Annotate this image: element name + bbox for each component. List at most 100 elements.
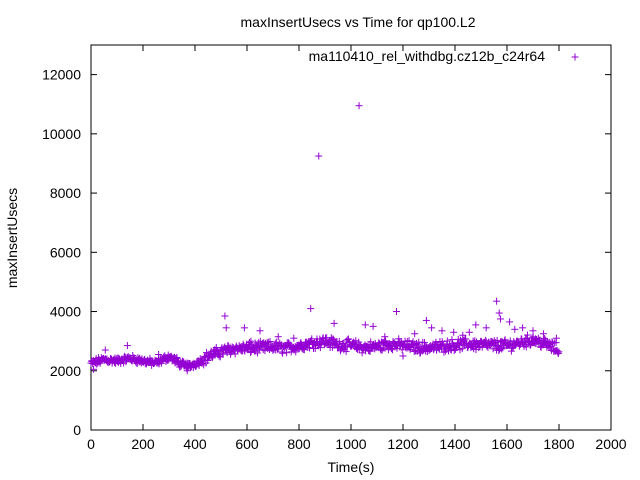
data-point [352, 337, 360, 345]
data-point [352, 344, 360, 352]
data-point [422, 316, 430, 324]
data-point [330, 319, 338, 327]
data-point [101, 346, 109, 354]
axes: 0 200 400 600 800 1000 1200 1400 1600 1800 2000 0 20… [42, 45, 627, 452]
data-point [393, 308, 400, 316]
data-point [290, 334, 298, 342]
data-point [122, 358, 130, 366]
data-point [266, 337, 274, 345]
data-point [194, 360, 202, 368]
data-point [497, 315, 504, 323]
y-tick-label: 12000 [42, 67, 81, 83]
data-point [199, 357, 207, 365]
data-point [489, 345, 497, 353]
data-point [247, 337, 255, 345]
data-point [506, 340, 514, 348]
legend: ma110410_rel_withdbg.cz12b_c24r64 [309, 48, 579, 64]
x-tick-label: 1600 [491, 436, 522, 452]
data-point [542, 336, 550, 344]
data-point [498, 345, 506, 353]
data-point [472, 321, 480, 329]
data-point [203, 349, 211, 357]
y-tick-label: 4000 [50, 304, 81, 320]
data-point [448, 336, 456, 344]
x-tick-label: 200 [131, 436, 155, 452]
x-tick-label: 400 [183, 436, 207, 452]
data-point [221, 312, 229, 320]
data-point [253, 349, 261, 357]
data-point [90, 365, 98, 373]
y-tick-label: 10000 [42, 126, 81, 142]
data-point [439, 341, 447, 349]
data-point [529, 327, 537, 335]
data-point [315, 152, 323, 160]
data-point [406, 345, 414, 353]
data-point [282, 343, 290, 351]
data-point [219, 350, 227, 358]
data-point [278, 348, 286, 356]
data-point [399, 352, 407, 360]
data-point [405, 337, 413, 345]
data-point [507, 347, 515, 355]
data-point [450, 328, 458, 336]
data-point [114, 354, 122, 362]
data-point [162, 357, 170, 365]
data-point [306, 344, 314, 352]
data-point [274, 333, 282, 341]
data-point [344, 335, 352, 343]
x-axis-label: Time(s) [328, 459, 375, 475]
x-tick-label: 1000 [335, 436, 366, 452]
x-tick-label: 2000 [595, 436, 626, 452]
y-tick-label: 8000 [50, 185, 81, 201]
y-tick-label: 0 [73, 422, 81, 438]
data-point [279, 349, 287, 357]
data-point [316, 344, 324, 352]
data-point [528, 334, 536, 342]
data-point [554, 350, 562, 358]
data-point [388, 346, 396, 354]
data-point [482, 324, 490, 332]
data-point [307, 305, 315, 313]
chart-title: maxInsertUsecs vs Time for qp100.L2 [241, 14, 476, 30]
data-point [361, 321, 369, 329]
x-tick-label: 1800 [543, 436, 574, 452]
data-point [539, 330, 547, 338]
data-point [462, 335, 470, 343]
data-point [381, 333, 389, 341]
legend-marker-plus [571, 53, 579, 61]
y-tick-label: 6000 [50, 244, 81, 260]
data-point [342, 347, 350, 355]
data-point [501, 336, 509, 344]
data-point [411, 330, 419, 338]
data-point [407, 344, 415, 352]
data-point [443, 337, 451, 345]
data-point [177, 363, 185, 371]
data-point [264, 338, 272, 346]
data-point [468, 343, 476, 351]
data-point [428, 324, 436, 332]
data-point [523, 331, 531, 339]
data-point [283, 349, 291, 357]
data-point [369, 322, 377, 330]
data-point [183, 367, 191, 375]
data-point [459, 331, 467, 339]
data-point [493, 297, 501, 305]
y-tick-label: 2000 [50, 363, 81, 379]
data-point [511, 325, 519, 333]
data-point [541, 335, 549, 343]
data-point [296, 340, 304, 348]
data-point [522, 343, 530, 351]
data-point [553, 347, 561, 355]
data-point [355, 102, 363, 110]
data-points [87, 102, 563, 375]
data-point [366, 347, 374, 355]
data-point [329, 335, 337, 343]
data-point [311, 345, 319, 353]
data-point [155, 350, 163, 358]
data-point [292, 348, 300, 356]
data-point [240, 324, 248, 332]
data-point [224, 342, 232, 350]
plot-frame [90, 44, 612, 431]
x-tick-label: 800 [287, 436, 311, 452]
